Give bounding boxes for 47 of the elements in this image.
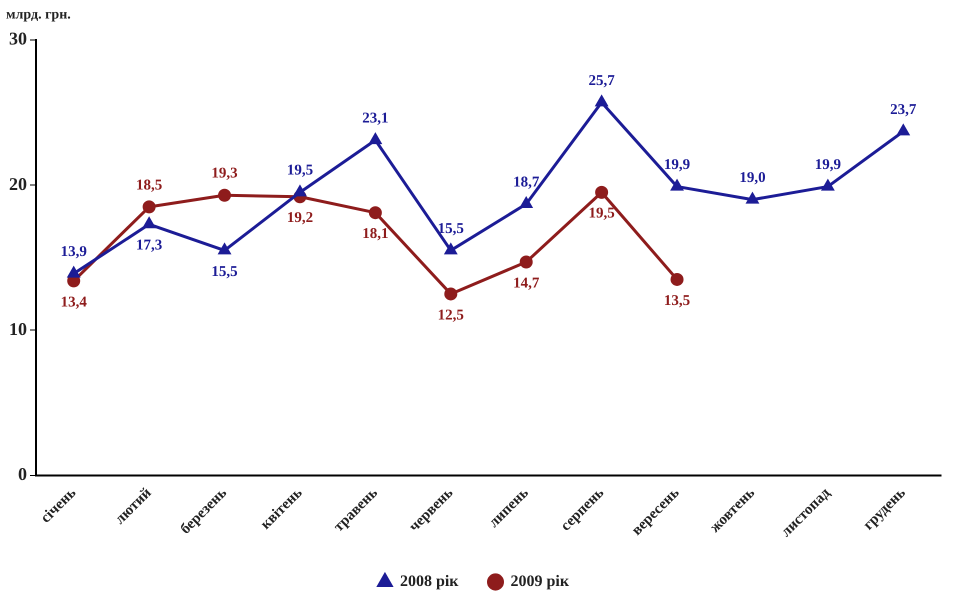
point — [746, 193, 758, 204]
data-label: 19,3 — [211, 166, 238, 182]
legend-label: 2008 рік — [400, 573, 460, 590]
point — [670, 272, 684, 286]
data-label: 12,5 — [438, 307, 464, 324]
point — [595, 186, 608, 199]
data-label: 13,9 — [60, 244, 87, 260]
point — [444, 287, 458, 300]
data-label: 13,5 — [664, 292, 690, 309]
data-label: 15,5 — [438, 220, 464, 237]
point — [218, 244, 230, 254]
data-label: 15,5 — [211, 264, 238, 280]
data-label: 14,7 — [513, 275, 540, 292]
point — [596, 96, 608, 106]
y-axis-title: млрд. грн. — [6, 8, 71, 23]
point — [294, 186, 306, 196]
y-tick-label: 20 — [9, 174, 27, 194]
data-label: 19,9 — [814, 156, 841, 173]
y-tick-label: 10 — [9, 318, 27, 339]
point — [68, 267, 80, 278]
data-label: 18,7 — [513, 174, 540, 190]
point — [143, 218, 155, 228]
data-label: 23,1 — [362, 110, 388, 127]
point — [671, 180, 683, 191]
data-label: 19,5 — [286, 162, 314, 179]
point — [142, 200, 156, 214]
point — [444, 244, 457, 254]
point — [218, 188, 232, 202]
point — [897, 124, 910, 136]
point — [520, 256, 533, 269]
data-label: 19,5 — [588, 206, 615, 222]
point — [520, 197, 532, 208]
y-tick-label: 0 — [18, 464, 27, 484]
point — [822, 180, 834, 191]
data-label: 17,3 — [136, 238, 162, 254]
data-label: 18,1 — [362, 226, 388, 242]
data-label: 18,5 — [136, 177, 162, 194]
data-label: 13,4 — [60, 294, 88, 310]
data-label: 19,9 — [664, 156, 690, 173]
y-tick-label: 30 — [9, 28, 27, 49]
point — [368, 206, 382, 220]
data-label: 19,0 — [739, 170, 766, 186]
data-label: 25,7 — [588, 72, 616, 89]
point — [370, 134, 382, 144]
data-label: 23,7 — [890, 102, 917, 118]
data-label: 19,2 — [286, 210, 314, 226]
legend-label: 2009 рік — [510, 573, 570, 590]
